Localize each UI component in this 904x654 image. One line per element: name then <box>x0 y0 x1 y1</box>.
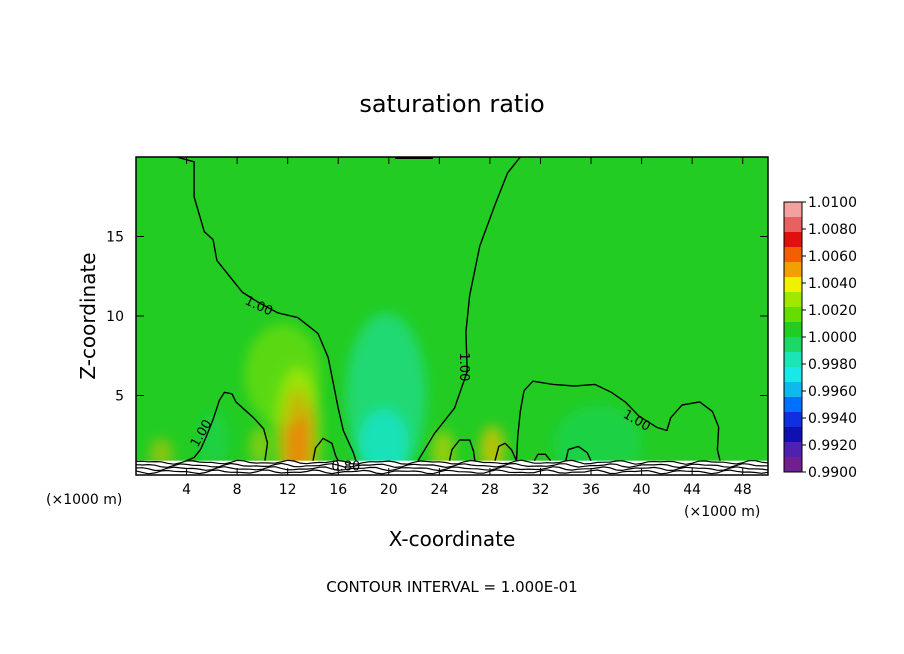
colorbar-label: 1.0060 <box>808 249 857 265</box>
anomaly-cool-36 <box>553 405 642 475</box>
anomaly-cool-20b <box>358 408 410 475</box>
colorbar-label: 1.0080 <box>808 222 857 238</box>
colorbar-swatch <box>784 457 802 473</box>
colorbar-label: 0.9940 <box>808 411 857 427</box>
contour-line-c6 <box>494 442 518 461</box>
x-tick-label: 32 <box>532 482 550 498</box>
terrain-contour <box>136 462 768 469</box>
colorbar-swatch <box>784 217 802 233</box>
terrain-contour <box>136 469 768 475</box>
colorbar-label: 1.0100 <box>808 195 857 211</box>
contour-line-c2 <box>186 391 269 462</box>
colorbar-label: 0.9900 <box>808 465 857 481</box>
anomaly-cool-6 <box>199 411 230 469</box>
colorbar: 1.0100 1.0080 1.0060 1.0040 1.0020 1.0000 0.99… <box>783 195 857 481</box>
contour-interval-note: CONTOUR INTERVAL = 1.000E-01 <box>326 578 577 596</box>
x-unit-right: (×1000 m) <box>684 504 760 520</box>
colorbar-swatch <box>784 412 802 428</box>
contour-line-c1 <box>176 157 357 461</box>
x-tick-label: 20 <box>380 482 398 498</box>
contour-label: 0.80 <box>331 460 360 475</box>
x-tick-label: 4 <box>182 482 191 498</box>
colorbar-swatch <box>784 307 802 323</box>
anomaly-yellow-14 <box>244 323 321 426</box>
x-tick-label: 8 <box>233 482 242 498</box>
colorbar-swatch <box>784 337 802 353</box>
y-tick-label: 15 <box>106 230 124 246</box>
colorbar-swatch <box>784 367 802 383</box>
x-tick-label: 36 <box>582 482 600 498</box>
y-tick-label: 5 <box>115 389 124 405</box>
terrain-contour <box>136 459 768 465</box>
x-tick-label: 28 <box>481 482 499 498</box>
colorbar-swatch <box>784 277 802 293</box>
colorbar-label: 1.0000 <box>808 330 857 346</box>
ground-layer <box>136 459 768 475</box>
colorbar-swatch <box>784 232 802 248</box>
x-tick-label: 40 <box>633 482 651 498</box>
x-tick-label: 16 <box>329 482 347 498</box>
contour-layer <box>176 157 721 462</box>
colorbar-swatch <box>784 322 802 338</box>
colorbar-label: 1.0020 <box>808 303 857 319</box>
colorbar-swatch <box>784 382 802 398</box>
colorbar-swatch <box>784 202 802 218</box>
contour-label: 1.00 <box>456 352 471 381</box>
contour-line-c9 <box>565 445 592 462</box>
chart-title: saturation ratio <box>359 90 544 118</box>
y-axis-label: Z-coordinate <box>76 252 100 379</box>
terrain-contour <box>136 466 768 472</box>
x-tick-label: 24 <box>430 482 448 498</box>
x-tick-label: 12 <box>279 482 297 498</box>
colorbar-label: 0.9960 <box>808 384 857 400</box>
colorbar-label: 0.9980 <box>808 357 857 373</box>
field-layer <box>149 312 642 475</box>
y-axis: 5 10 15 <box>106 230 768 405</box>
contour-line-c3 <box>417 157 521 462</box>
contour-line-c8 <box>533 453 552 462</box>
contour-line-c4 <box>515 380 721 461</box>
colorbar-swatch <box>784 397 802 413</box>
plot-background <box>136 157 768 475</box>
contour-line-c7 <box>312 437 339 462</box>
colorbar-swatch <box>784 247 802 263</box>
contour-line-c5 <box>448 439 476 461</box>
x-axis: 4 8 12 16 20 24 28 32 36 40 44 48 <box>182 157 752 498</box>
y-tick-label: 10 <box>106 309 124 325</box>
x-unit-left: (×1000 m) <box>46 492 122 508</box>
colorbar-swatch <box>784 352 802 368</box>
colorbar-label: 1.0040 <box>808 276 857 292</box>
colorbar-label: 0.9920 <box>808 438 857 454</box>
x-axis-label: X-coordinate <box>389 527 516 551</box>
colorbar-swatch <box>784 442 802 458</box>
colorbar-swatch <box>784 262 802 278</box>
x-tick-label: 48 <box>734 482 752 498</box>
colorbar-swatch <box>784 292 802 308</box>
x-tick-label: 44 <box>683 482 701 498</box>
colorbar-swatch <box>784 427 802 443</box>
plot-area: 1.001.001.001.000.80 <box>135 156 769 476</box>
